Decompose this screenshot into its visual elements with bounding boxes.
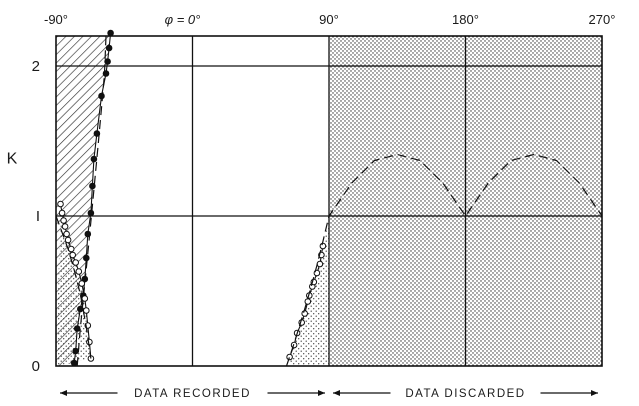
data-point [72,347,79,355]
data-point [104,58,111,65]
y-tick-label: 2 [32,58,40,75]
arrow-head [591,390,598,396]
region-annotations: DATA RECORDED DATA DISCARDED [60,388,598,400]
data-point [98,92,105,100]
data-recorded-label: DATA RECORDED [134,388,251,400]
y-tick-label: I [36,208,40,225]
data-point [83,254,90,262]
data-point [67,245,75,253]
data-point [105,44,113,52]
arrow-head [318,390,325,396]
x-tick-label: 90° [319,12,339,27]
data-point [93,130,101,137]
y-tick-label: 0 [32,358,40,375]
y-axis-label: K [7,151,18,168]
x-tick-label: 180° [452,12,479,27]
data-point [319,242,327,250]
arrow-head [333,390,340,396]
data-point [83,307,90,314]
data-point [301,310,309,317]
data-point [81,295,89,302]
series-line-5 [285,153,603,367]
data-point [73,325,81,332]
series-line-3 [76,35,107,367]
x-tick-labels: -90° 90° 180° 270° [44,12,615,27]
data-point [78,280,86,287]
x-tick-label: -90° [44,12,68,27]
arrow-head [60,390,67,396]
phi-zero-label: φ = 0° [165,12,201,27]
data-point [107,29,114,37]
data-point [63,230,70,238]
data-point [87,209,95,217]
data-point [72,259,79,266]
data-point [69,251,76,259]
plot-frame [55,35,603,367]
data-discarded-label: DATA DISCARDED [405,388,525,400]
data-series [55,29,603,367]
data-point [86,338,93,346]
data-point [75,268,83,275]
data-point [58,209,66,217]
data-point [90,155,98,163]
x-tick-label: 270° [589,12,616,27]
data-point [316,260,324,268]
data-point [57,200,64,208]
data-point [70,359,78,367]
y-tick-labels: 0 I 2 [32,58,40,375]
data-point [64,236,72,244]
data-point [77,305,84,313]
data-point [304,298,312,305]
data-point [286,353,293,361]
data-point [61,223,69,230]
series-line-4 [55,215,92,359]
region-hatched [56,36,111,366]
data-point [60,217,67,224]
